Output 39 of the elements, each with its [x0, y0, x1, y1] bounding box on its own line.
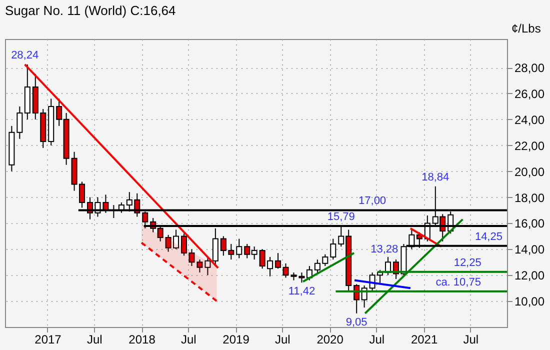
- annotation: 15,79: [327, 210, 355, 223]
- annotation: 11,42: [288, 286, 316, 298]
- candlestick: [236, 238, 242, 259]
- chart-title: Sugar No. 11 (World) C:16,64: [5, 3, 176, 18]
- candlestick: [16, 106, 23, 140]
- y-axis-title: ¢/Lbs: [512, 22, 541, 36]
- x-tick-label: Jul: [180, 332, 196, 346]
- candlestick: [330, 238, 336, 260]
- x-tick-label: 2019: [222, 332, 250, 346]
- x-tick-label: 2021: [410, 332, 438, 346]
- x-tick-label: 2020: [316, 332, 344, 346]
- y-tick-label: 12,00: [514, 268, 545, 283]
- candlestick: [204, 258, 211, 276]
- annotation: ca. 10,75: [436, 276, 481, 288]
- y-tick-label: 16,00: [514, 216, 545, 231]
- x-tick-label: Jul: [274, 332, 290, 346]
- candlestick: [196, 259, 203, 274]
- annotation: 17,00: [358, 195, 386, 208]
- annotation: 28,24: [11, 49, 39, 62]
- annotation: 18,84: [422, 171, 450, 184]
- y-tick-label: 18,00: [514, 190, 545, 205]
- y-tick-label: 22,00: [514, 138, 545, 153]
- y-tick-label: 10,00: [514, 294, 545, 309]
- x-tick-label: Jul: [369, 332, 385, 346]
- candlestick: [354, 284, 360, 314]
- y-tick-label: 24,00: [514, 112, 545, 127]
- y-tick-label: 26,00: [514, 86, 545, 101]
- annotation: 14,25: [474, 230, 502, 243]
- y-tick-label: 28,00: [514, 61, 545, 76]
- x-tick-label: Jul: [86, 332, 102, 346]
- x-tick-label: 2017: [34, 332, 62, 346]
- x-tick-label: Jul: [463, 332, 479, 346]
- annotation: 9,05: [346, 316, 368, 328]
- y-tick-label: 20,00: [514, 164, 545, 179]
- candlestick: [298, 272, 305, 284]
- y-tick-label: 14,00: [514, 242, 545, 257]
- annotation: 12,25: [454, 256, 482, 269]
- annotation: 13,28: [370, 244, 398, 256]
- x-tick-label: 2018: [128, 332, 156, 346]
